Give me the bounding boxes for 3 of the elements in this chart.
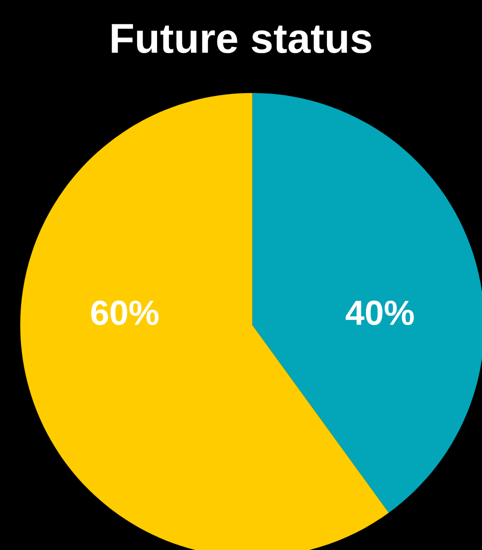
data-label: 40% — [346, 300, 414, 326]
data-label: 60% — [91, 300, 159, 326]
chart-title: Future status — [112, 24, 372, 54]
